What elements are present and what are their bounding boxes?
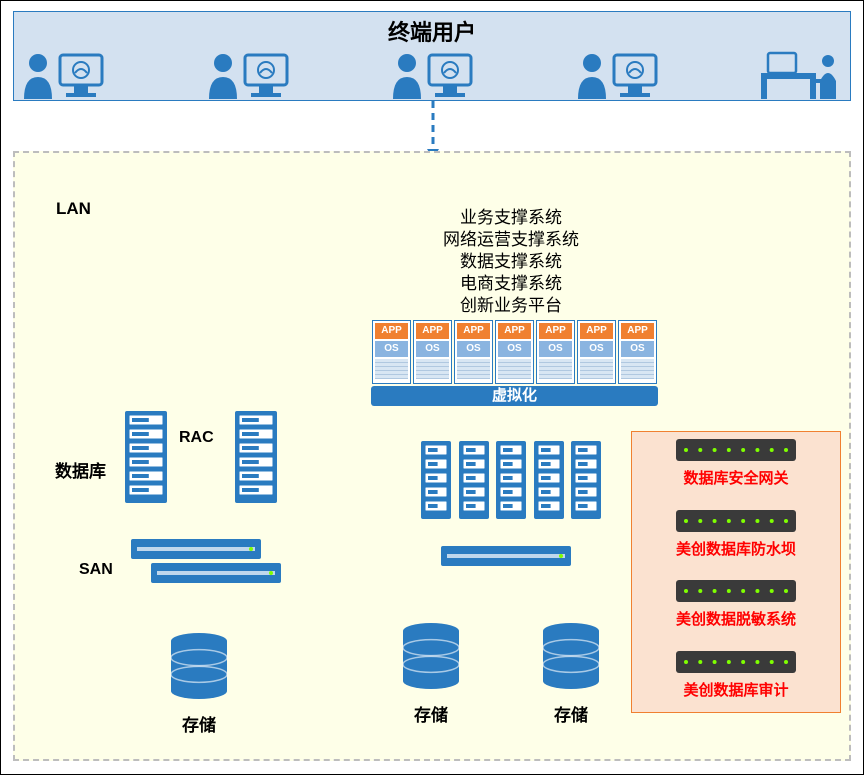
appliance-icon	[676, 439, 796, 461]
storage-icon	[401, 621, 461, 691]
vm-os-label: OS	[621, 341, 654, 357]
vm-hw-icon	[539, 359, 572, 379]
systems-list-item: 网络运营支撑系统	[391, 229, 631, 251]
vm-os-label: OS	[457, 341, 490, 357]
vm-hw-icon	[416, 359, 449, 379]
san-switch-icon	[131, 539, 261, 559]
san-label: SAN	[79, 561, 113, 579]
vm-app-label: APP	[580, 323, 613, 339]
user-terminal-icon	[572, 51, 662, 101]
vm-hw-icon	[375, 359, 408, 379]
security-item-label: 数据库安全网关	[631, 467, 841, 488]
server-icon	[496, 441, 526, 519]
vm-app-label: APP	[457, 323, 490, 339]
systems-list-item: 电商支撑系统	[391, 273, 631, 295]
storage-label: 存储	[541, 701, 601, 726]
systems-list-item: 创新业务平台	[391, 295, 631, 317]
security-item-label: 美创数据库审计	[631, 679, 841, 700]
server-icon	[571, 441, 601, 519]
systems-list-item: 数据支撑系统	[391, 251, 631, 273]
storage-label: 存储	[169, 711, 229, 736]
db-label: 数据库	[55, 457, 106, 482]
storage-label: 存储	[401, 701, 461, 726]
vm-app-label: APP	[539, 323, 572, 339]
vm-hw-icon	[621, 359, 654, 379]
vm-app-label: APP	[498, 323, 531, 339]
user-terminal-icon	[203, 51, 293, 101]
desk-user-icon	[756, 51, 846, 101]
appliance-icon	[676, 580, 796, 602]
server-icon	[534, 441, 564, 519]
rac-server-icon	[235, 411, 277, 503]
rac-label: RAC	[179, 429, 214, 447]
san-switch-icon	[441, 546, 571, 566]
vm-os-label: OS	[416, 341, 449, 357]
end-user-title: 终端用户	[13, 15, 851, 47]
rac-server-icon	[125, 411, 167, 503]
server-icon	[459, 441, 489, 519]
server-icon	[421, 441, 451, 519]
vm-app-label: APP	[621, 323, 654, 339]
virtualization-bar: 虚拟化	[371, 386, 658, 406]
vm-hw-icon	[580, 359, 613, 379]
vm-os-label: OS	[539, 341, 572, 357]
vm-hw-icon	[498, 359, 531, 379]
security-item-label: 美创数据库防水坝	[631, 538, 841, 559]
user-terminal-icon	[18, 51, 108, 101]
vm-os-label: OS	[580, 341, 613, 357]
security-item-label: 美创数据脱敏系统	[631, 608, 841, 629]
appliance-icon	[676, 510, 796, 532]
vm-os-label: OS	[375, 341, 408, 357]
systems-list: 业务支撑系统网络运营支撑系统数据支撑系统电商支撑系统创新业务平台	[391, 207, 631, 317]
storage-icon	[169, 631, 229, 701]
storage-icon	[541, 621, 601, 691]
vm-app-label: APP	[375, 323, 408, 339]
vm-hw-icon	[457, 359, 490, 379]
vm-app-label: APP	[416, 323, 449, 339]
appliance-icon	[676, 651, 796, 673]
user-terminal-icon	[387, 51, 477, 101]
systems-list-item: 业务支撑系统	[391, 207, 631, 229]
vm-os-label: OS	[498, 341, 531, 357]
san-switch-icon	[151, 563, 281, 583]
lan-label: LAN	[56, 199, 91, 219]
